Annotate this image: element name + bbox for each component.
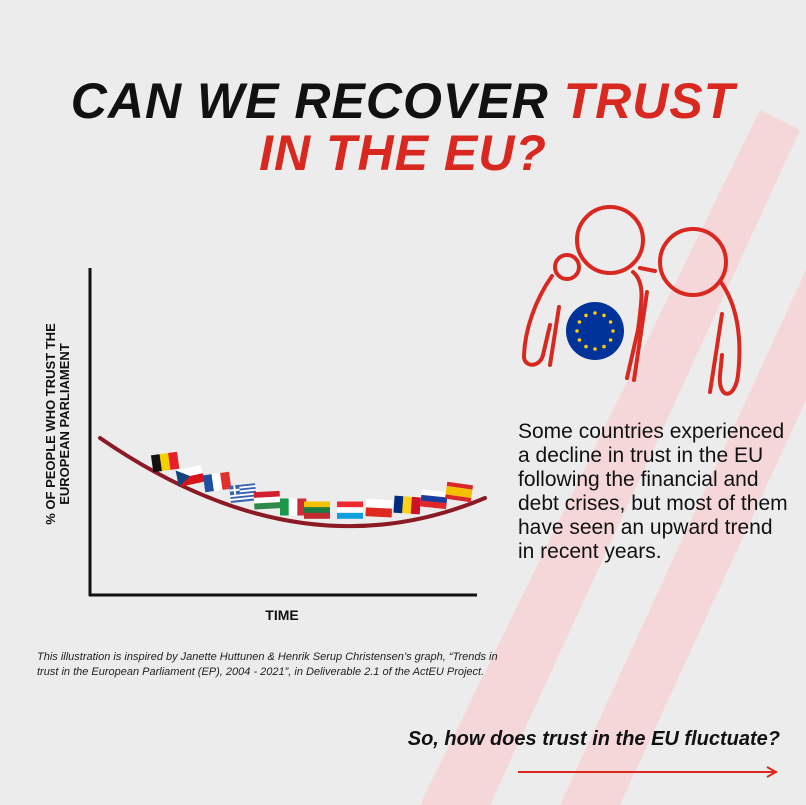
star-icon xyxy=(577,320,582,324)
diagonal-stripe xyxy=(420,110,800,805)
star-icon xyxy=(608,320,613,324)
next-arrow-icon[interactable] xyxy=(515,764,785,780)
france-flag xyxy=(202,471,232,493)
star-icon xyxy=(584,344,588,349)
star-icon xyxy=(608,338,613,342)
page-title-line2: IN THE EU? xyxy=(259,125,547,181)
y-axis-label: % OF PEOPLE WHO TRUST THE EUROPEAN PARLIA… xyxy=(43,323,72,525)
star-icon xyxy=(577,338,582,342)
star-icon xyxy=(593,311,597,315)
star-icon xyxy=(584,313,588,318)
czechia-flag xyxy=(175,464,205,488)
italy-flag xyxy=(280,498,307,516)
star-icon xyxy=(602,344,606,349)
star-icon xyxy=(611,329,615,333)
eu-flag-icon xyxy=(566,302,624,360)
diagonal-stripe xyxy=(560,270,806,805)
question-text: So, how does trust in the EU fluctuate? xyxy=(407,728,780,750)
star-icon xyxy=(593,347,597,351)
x-axis-label: TIME xyxy=(265,607,299,623)
belgium-flag xyxy=(150,451,180,473)
poland-flag xyxy=(365,498,393,518)
description-text: Some countries experienced a decline in … xyxy=(518,420,788,563)
page-title-line1: CAN WE RECOVER TRUST xyxy=(70,73,736,129)
lithuania-flag xyxy=(304,501,330,519)
luxembourg-flag xyxy=(337,501,363,519)
source-credit: This illustration is inspired by Janette… xyxy=(37,651,498,678)
star-icon xyxy=(602,313,606,318)
spain-flag xyxy=(444,481,474,503)
hungary-flag xyxy=(253,490,281,510)
star-icon xyxy=(575,329,579,333)
people-hugging-illustration xyxy=(522,205,742,396)
romania-flag xyxy=(393,495,421,515)
greece-flag xyxy=(229,483,257,504)
slovenia-flag xyxy=(420,489,448,510)
